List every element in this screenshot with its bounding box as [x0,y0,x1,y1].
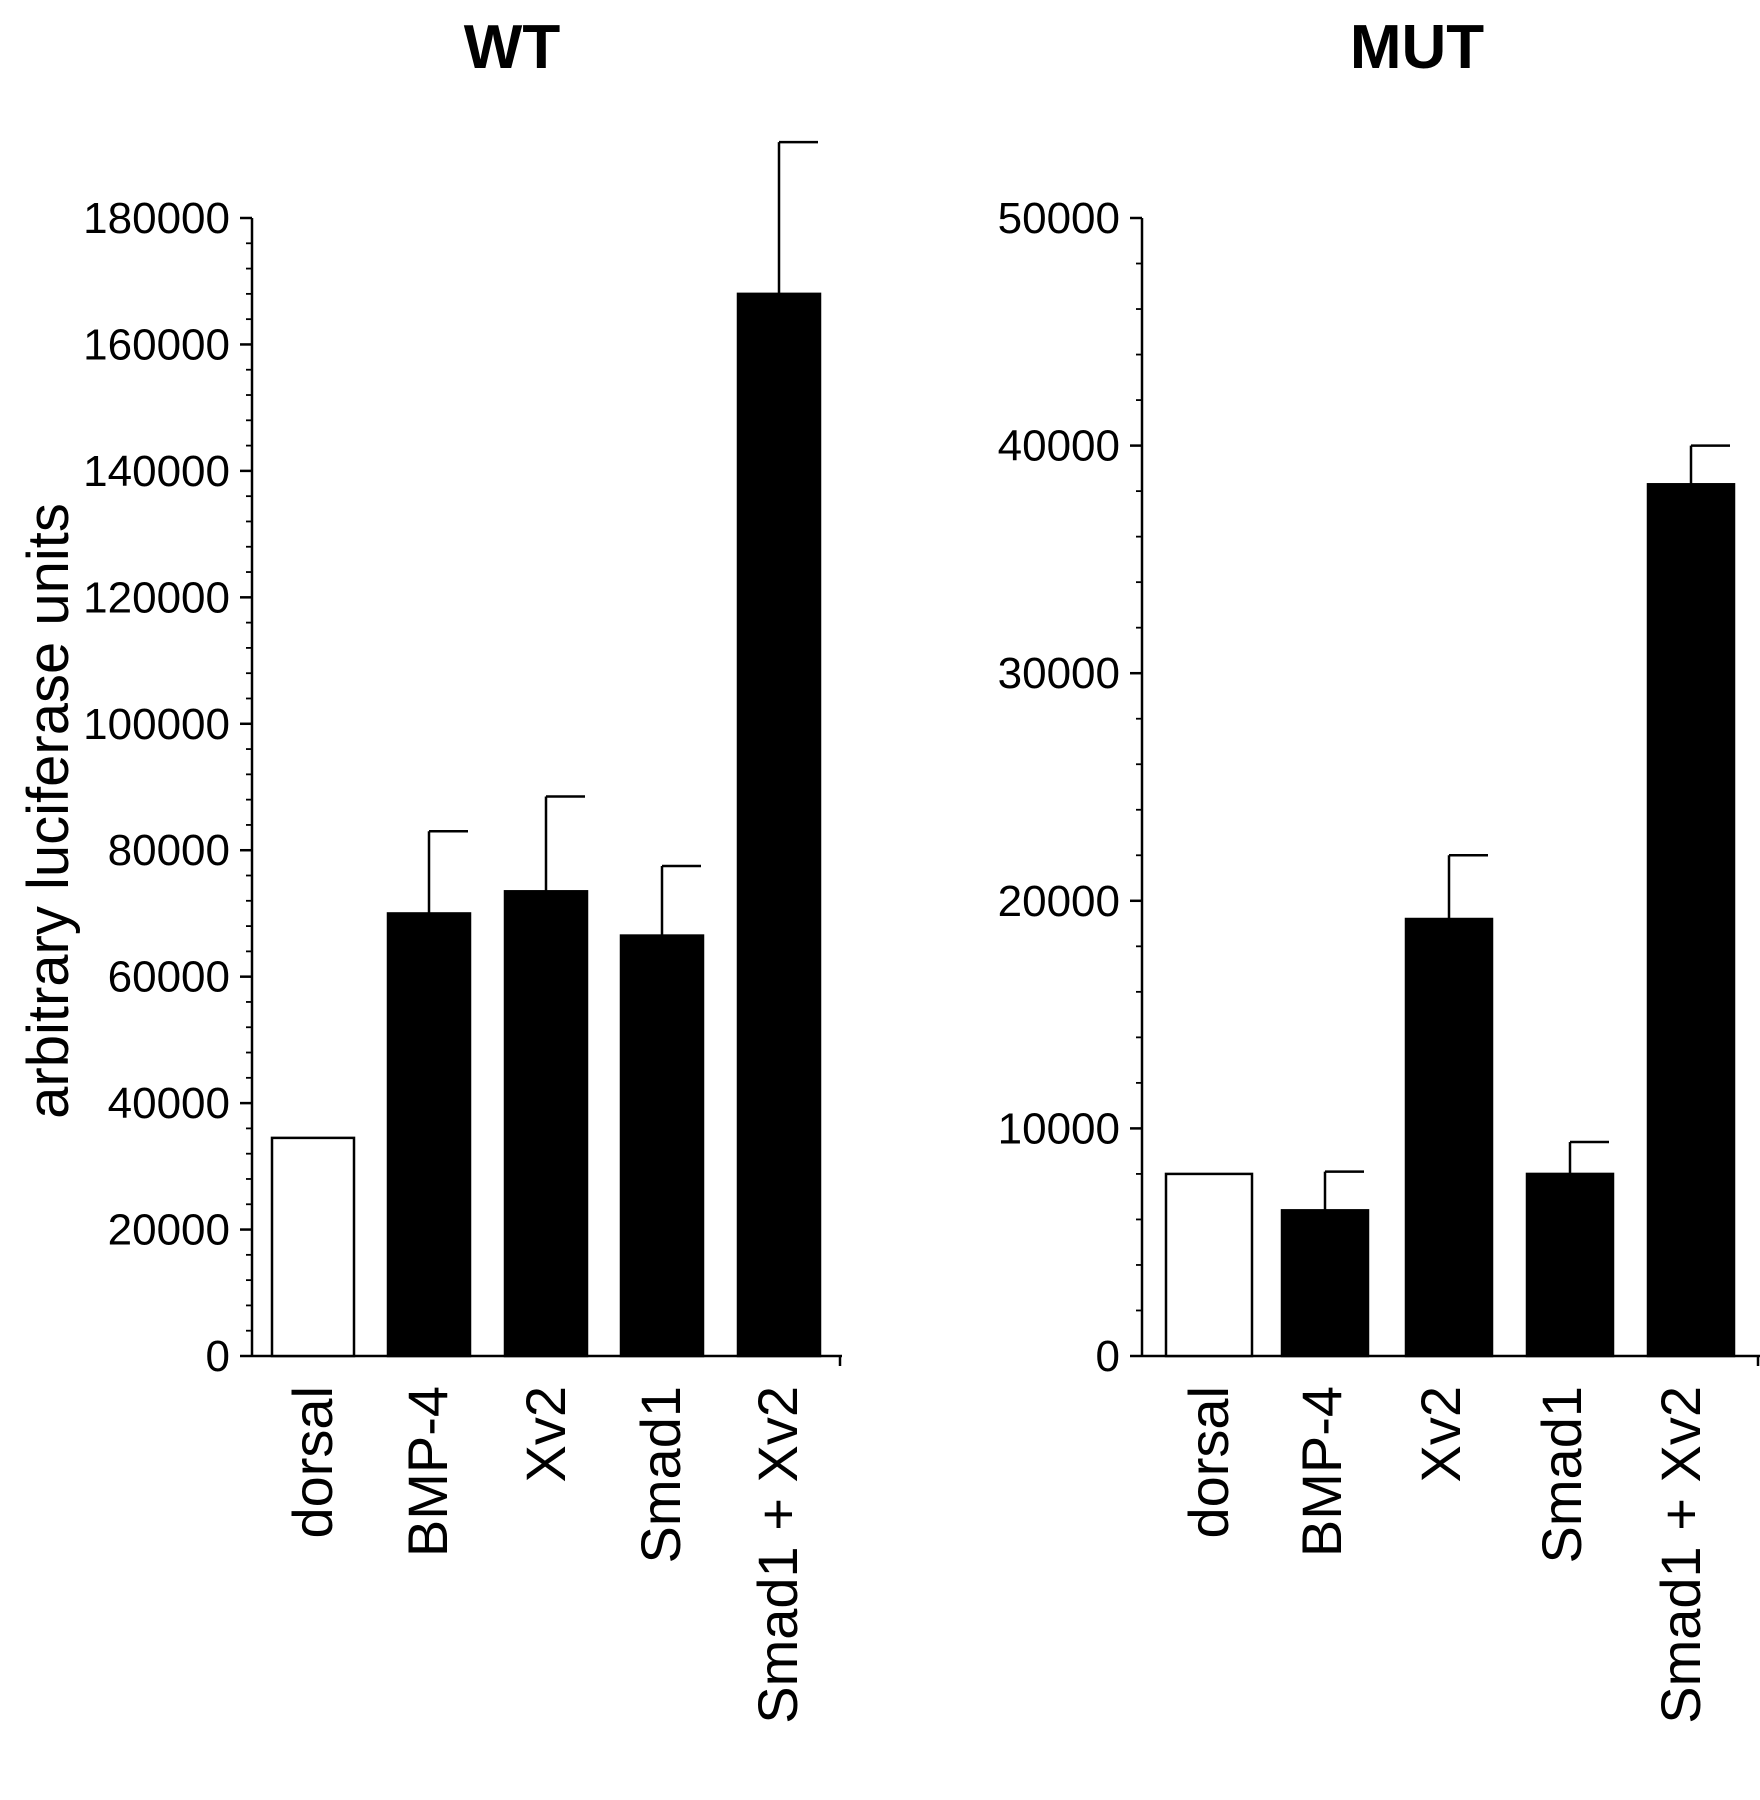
mut-y-tick-label: 20000 [998,877,1120,926]
mut-bar-bmp-4 [1280,1209,1370,1358]
mut-panel: MUT 0 10000 20000 30000 40000 50000 dorsal BMP… [998,13,1760,1724]
wt-panel: WT arbitrary luciferase units 0 20000 4000… [16,13,842,1724]
mut-bar-dorsal [1164,1172,1254,1358]
wt-y-tick-label: 140000 [83,447,230,496]
mut-y-tick-label: 30000 [998,649,1120,698]
mut-category-label-smad1: Smad1 [1530,1386,1593,1563]
wt-bar-xv2 [503,890,589,1358]
wt-category-label-xv2: Xv2 [514,1386,577,1483]
mut-category-label-xv2: Xv2 [1409,1386,1472,1483]
wt-category-label-dorsal: dorsal [281,1386,344,1539]
mut-category-label-dorsal: dorsal [1177,1386,1240,1539]
wt-category-label-smad1: Smad1 [629,1386,692,1563]
mut-category-labels: dorsal BMP-4 Xv2 Smad1 Smad1 + Xv2 [1177,1386,1712,1724]
mut-bars [1164,483,1736,1358]
wt-y-tick-label: 0 [206,1332,230,1381]
wt-y-tick-label: 120000 [83,573,230,622]
wt-bar-dorsal [270,1136,356,1358]
wt-y-tick-label: 40000 [108,1079,230,1128]
wt-bar-smad1 [619,934,705,1358]
wt-y-tick-label: 100000 [83,700,230,749]
wt-bar-bmp-4 [386,912,472,1358]
mut-error-bars [1323,444,1730,1211]
wt-y-tick-label: 80000 [108,826,230,875]
wt-title: WT [464,13,561,82]
mut-category-label-bmp-4: BMP-4 [1290,1386,1353,1557]
mut-y-ticks: 0 10000 20000 30000 40000 50000 [998,194,1142,1381]
mut-y-tick-label: 50000 [998,194,1120,243]
mut-y-tick-label: 0 [1096,1332,1120,1381]
mut-bar-smad1-plus-xv2 [1646,483,1736,1358]
mut-y-tick-label: 10000 [998,1104,1120,1153]
mut-category-label-smad1-plus-xv2: Smad1 + Xv2 [1649,1386,1712,1724]
mut-bar-xv2 [1404,917,1494,1358]
wt-y-tick-label: 180000 [83,194,230,243]
wt-category-label-bmp-4: BMP-4 [396,1386,459,1557]
y-axis-label: arbitrary luciferase units [16,503,81,1119]
wt-category-labels: dorsal BMP-4 Xv2 Smad1 Smad1 + Xv2 [281,1386,809,1724]
wt-bar-smad1-plus-xv2 [736,292,822,1358]
mut-y-tick-label: 40000 [998,422,1120,471]
mut-title: MUT [1350,13,1484,82]
wt-y-tick-label: 20000 [108,1206,230,1255]
wt-y-ticks: 0 20000 40000 60000 80000 100000 120000 140000 1… [83,194,252,1381]
mut-bar-smad1 [1525,1172,1615,1358]
wt-category-label-smad1-plus-xv2: Smad1 + Xv2 [746,1386,809,1724]
wt-y-tick-label: 160000 [83,320,230,369]
wt-error-bars [427,140,818,936]
wt-y-tick-label: 60000 [108,953,230,1002]
wt-bars [270,292,822,1358]
